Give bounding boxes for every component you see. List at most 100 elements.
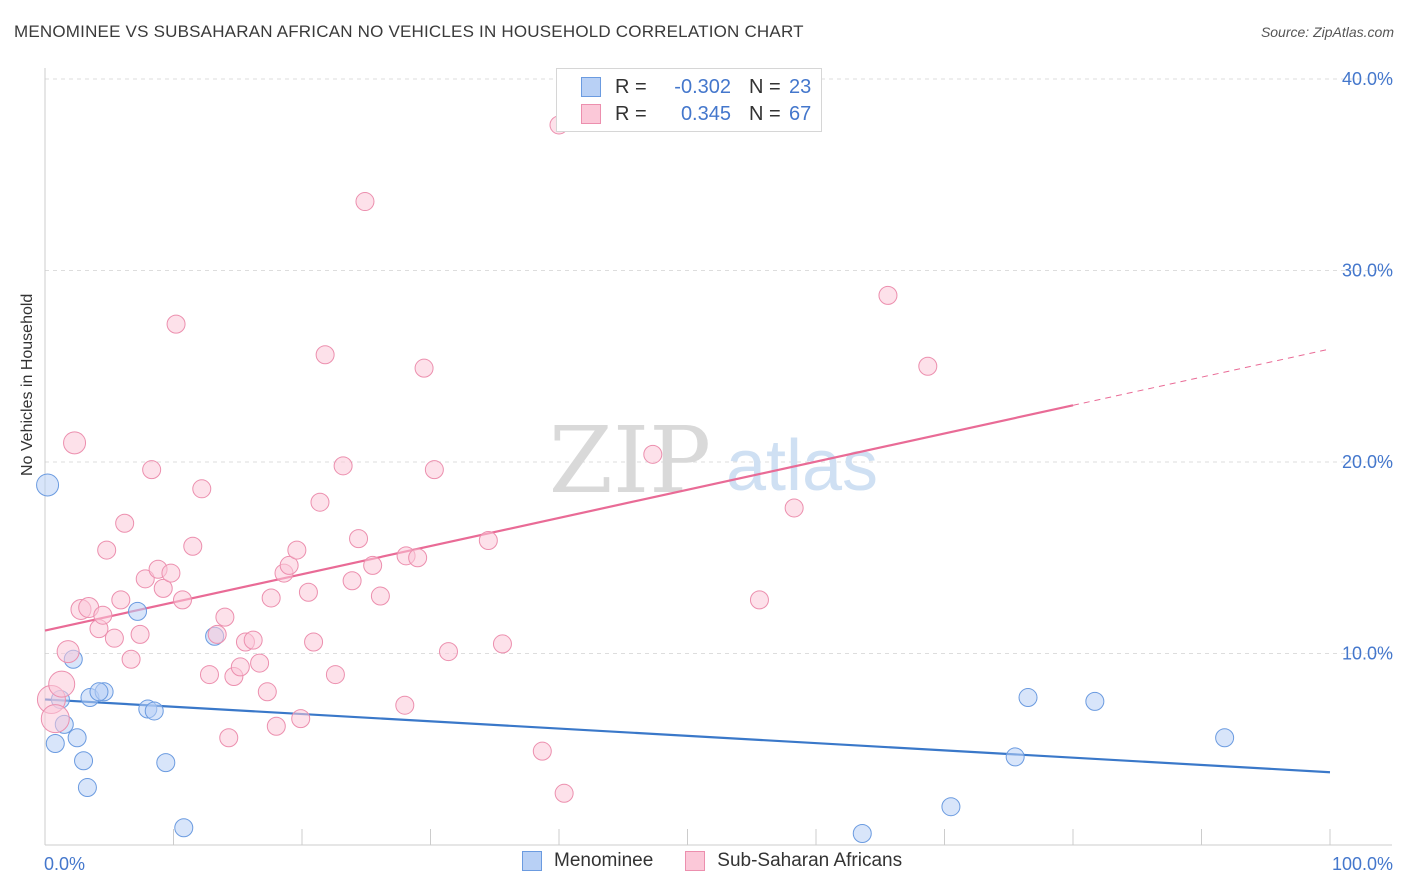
legend-swatch-menominee	[522, 851, 542, 871]
x-tick-label-max: 100.0%	[1332, 854, 1393, 874]
legend-swatch-subsaharan	[581, 104, 601, 124]
data-point	[941, 797, 961, 817]
data-point	[199, 665, 219, 685]
data-point	[918, 356, 938, 376]
data-point	[878, 285, 898, 305]
data-point	[298, 582, 318, 602]
legend-label-menominee: Menominee	[554, 850, 654, 871]
legend-label-subsaharan: Sub-Saharan Africans	[717, 850, 903, 871]
data-point	[93, 605, 113, 625]
n-label: N =	[749, 102, 781, 125]
legend-row-menominee: R = -0.302 N = 23	[581, 75, 811, 99]
data-point	[349, 529, 369, 549]
data-point	[1005, 747, 1025, 767]
data-point	[243, 630, 263, 650]
data-point	[172, 590, 192, 610]
data-point	[261, 588, 281, 608]
data-point	[852, 824, 872, 844]
n-value-menominee: 23	[789, 75, 812, 98]
data-point	[128, 601, 148, 621]
source-label: Source: ZipAtlas.com	[1260, 24, 1394, 40]
watermark-zip: ZIP	[549, 407, 711, 514]
legend-swatch-subsaharan	[685, 851, 706, 871]
data-point	[207, 624, 227, 644]
data-point	[749, 590, 769, 610]
x-tick-label-min: 0.0%	[44, 854, 85, 874]
data-point	[395, 695, 415, 715]
data-point	[215, 607, 235, 627]
data-point	[438, 642, 458, 662]
legend-swatch-menominee	[581, 77, 601, 97]
data-point	[104, 628, 124, 648]
data-point	[161, 563, 181, 583]
data-point	[1215, 728, 1235, 748]
data-point	[492, 634, 512, 654]
legend-row-subsaharan: R = 0.345 N = 67	[581, 102, 811, 126]
data-point	[643, 444, 663, 464]
data-point	[89, 682, 109, 702]
data-point	[325, 665, 345, 685]
series-legend: Menominee Sub-Saharan Africans	[522, 850, 934, 872]
data-point	[156, 753, 176, 773]
data-point	[130, 624, 150, 644]
data-point	[304, 632, 324, 652]
r-value-menominee: -0.302	[674, 75, 731, 98]
data-point	[56, 640, 80, 664]
data-point	[166, 314, 186, 334]
trend-line-subsaharan-extension	[1072, 348, 1331, 406]
data-point	[135, 569, 155, 589]
data-point	[40, 704, 70, 734]
data-point	[144, 701, 164, 721]
data-point	[287, 540, 307, 560]
data-point	[183, 536, 203, 556]
data-point	[153, 578, 173, 598]
data-point	[355, 192, 375, 212]
data-point	[77, 778, 97, 798]
r-value-subsaharan: 0.345	[680, 102, 731, 125]
tick-labels: 10.0% 20.0% 30.0% 40.0% 0.0% 100.0%	[44, 69, 1393, 874]
legend-item-subsaharan[interactable]: Sub-Saharan Africans	[685, 850, 902, 872]
data-point	[424, 460, 444, 480]
data-point	[266, 716, 286, 736]
data-point	[784, 498, 804, 518]
data-point	[74, 751, 94, 771]
trend-line-subsaharan	[44, 404, 1074, 632]
data-point	[554, 783, 574, 803]
data-point	[342, 571, 362, 591]
data-point	[97, 540, 117, 560]
r-label: R =	[615, 75, 647, 98]
correlation-legend: R = -0.302 N = 23 R = 0.345 N = 67	[556, 68, 822, 132]
data-point	[63, 431, 87, 455]
data-point	[370, 586, 390, 606]
data-point	[219, 728, 239, 748]
grid-lines	[45, 78, 1392, 654]
data-point	[363, 555, 383, 575]
data-point	[192, 479, 212, 499]
data-point	[1018, 688, 1038, 708]
watermark-atlas: atlas	[726, 426, 878, 506]
data-point	[310, 492, 330, 512]
trend-line-menominee	[44, 698, 1331, 774]
data-point	[1085, 691, 1105, 711]
data-point	[111, 590, 131, 610]
y-tick-label: 10.0%	[1342, 644, 1393, 664]
trend-lines	[44, 348, 1331, 774]
data-point	[408, 548, 428, 568]
y-tick-label: 20.0%	[1342, 452, 1393, 472]
data-point	[315, 345, 335, 365]
n-label: N =	[749, 75, 781, 98]
data-point	[250, 653, 270, 673]
data-point	[36, 473, 60, 497]
data-point	[67, 728, 87, 748]
legend-item-menominee[interactable]: Menominee	[522, 850, 653, 872]
watermark: ZIP atlas	[549, 407, 878, 514]
data-point	[414, 358, 434, 378]
axes	[44, 68, 1392, 846]
data-points	[36, 115, 1235, 844]
n-value-subsaharan: 67	[789, 102, 812, 125]
y-axis-label: No Vehicles in Household	[19, 293, 36, 476]
data-point	[257, 682, 277, 702]
data-point	[478, 531, 498, 551]
data-point	[45, 734, 65, 754]
